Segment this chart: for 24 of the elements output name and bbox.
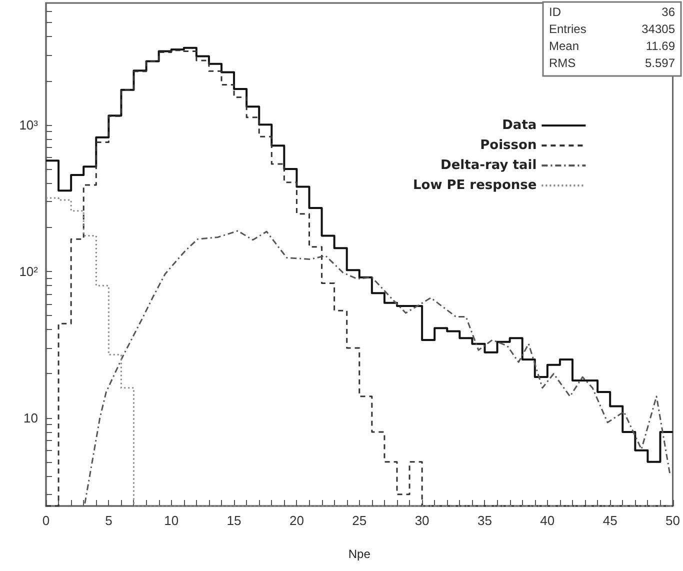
y-tick-label: 10 (24, 410, 38, 426)
legend-label: Low PE response (412, 178, 537, 193)
legend-label: Data (502, 118, 537, 133)
y-tick-label: 10³ (19, 117, 39, 132)
text: Entries 34305 (549, 22, 675, 36)
x-tick-label: 15 (226, 513, 242, 528)
x-tick-label: 20 (289, 513, 304, 528)
text: ID 36 (549, 5, 675, 19)
x-tick-label: 40 (540, 513, 555, 528)
x-tick-label: 10 (164, 513, 179, 528)
x-tick-label: 35 (478, 513, 492, 528)
legend-label: Delta-ray tail (440, 158, 537, 173)
x-tick-label: 0 (42, 513, 50, 528)
y-tick-label: 10² (19, 264, 39, 279)
text: RMS 5.597 (549, 56, 675, 70)
line-series (84, 230, 672, 504)
x-tick-label: 25 (352, 513, 367, 528)
x-tick-label: 45 (602, 513, 618, 528)
x-tick-label: 5 (105, 513, 112, 528)
legend-label: Poisson (480, 138, 537, 153)
x-axis-title: Npe (348, 547, 371, 561)
x-tick-label: 30 (414, 513, 430, 528)
text: Mean 11.69 (549, 39, 675, 53)
x-tick-label: 50 (666, 513, 680, 528)
